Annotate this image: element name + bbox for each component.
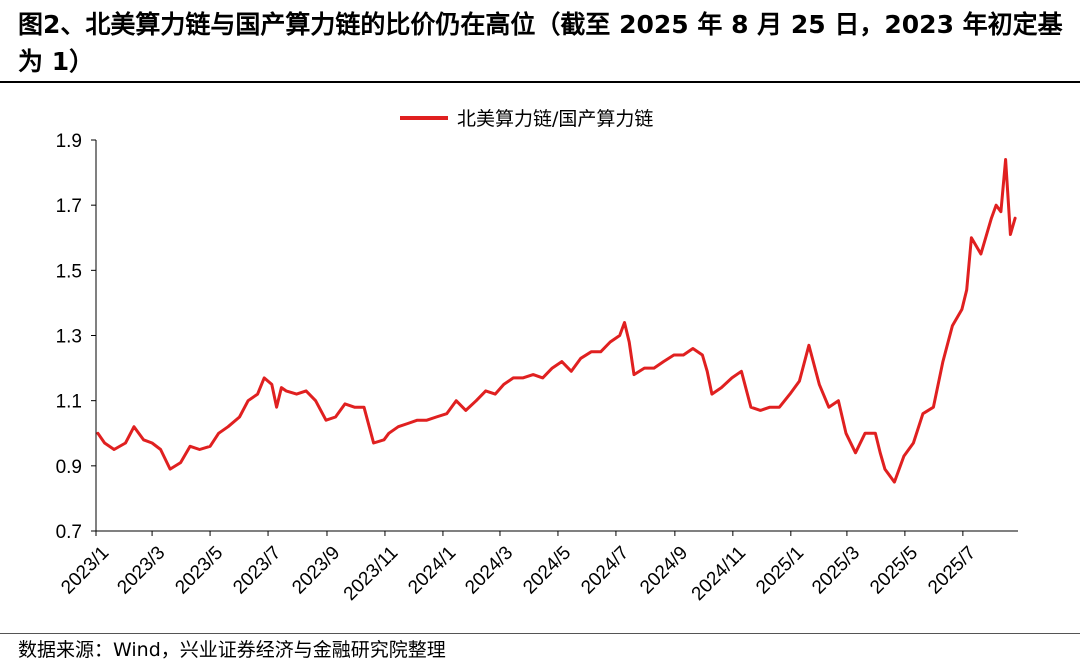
series-line bbox=[96, 158, 1017, 484]
line-chart: 北美算力链/国产算力链 0.7 0.9 1.1 1.3 1.5 1.7 1.9 2023/1… bbox=[56, 108, 1018, 605]
series-group bbox=[96, 158, 1017, 484]
x-tick-label: 2023/9 bbox=[288, 542, 344, 598]
x-tick-label: 2024/9 bbox=[636, 542, 692, 598]
y-tick-label: 0.9 bbox=[56, 457, 82, 478]
x-tick-label: 2025/3 bbox=[808, 542, 864, 598]
x-tick-label: 2025/1 bbox=[752, 542, 808, 598]
y-tick-label: 1.1 bbox=[56, 392, 82, 413]
x-tick-label: 2025/7 bbox=[924, 542, 980, 598]
y-tick-label: 1.7 bbox=[56, 196, 82, 217]
x-tick-label: 2023/11 bbox=[340, 542, 402, 604]
x-tick-label: 2023/3 bbox=[113, 542, 169, 598]
y-axis-ticks: 0.7 0.9 1.1 1.3 1.5 1.7 1.9 bbox=[56, 131, 96, 543]
chart-title: 图2、北美算力链与国产算力链的比价仍在高位（截至 2025 年 8 月 25 日… bbox=[18, 10, 1063, 76]
source-note: 数据来源：Wind，兴业证券经济与金融研究院整理 bbox=[18, 639, 446, 661]
y-tick-label: 1.3 bbox=[56, 327, 82, 348]
chart-legend: 北美算力链/国产算力链 bbox=[400, 108, 653, 130]
y-tick-label: 0.7 bbox=[56, 522, 82, 543]
bottom-divider bbox=[0, 633, 1080, 634]
x-tick-label: 2024/5 bbox=[519, 542, 575, 598]
x-tick-label: 2024/11 bbox=[688, 542, 750, 604]
y-tick-label: 1.9 bbox=[56, 131, 82, 152]
top-divider bbox=[0, 81, 1080, 83]
x-tick-label: 2023/1 bbox=[57, 542, 113, 598]
chart-axes bbox=[95, 140, 1018, 532]
x-tick-label: 2025/5 bbox=[866, 542, 922, 598]
legend-label: 北美算力链/国产算力链 bbox=[457, 108, 653, 130]
x-tick-label: 2024/1 bbox=[404, 542, 460, 598]
x-tick-label: 2024/3 bbox=[461, 542, 517, 598]
y-tick-label: 1.5 bbox=[56, 261, 82, 282]
x-tick-label: 2024/7 bbox=[577, 542, 633, 598]
x-tick-label: 2023/5 bbox=[171, 542, 227, 598]
x-tick-label: 2023/7 bbox=[229, 542, 285, 598]
